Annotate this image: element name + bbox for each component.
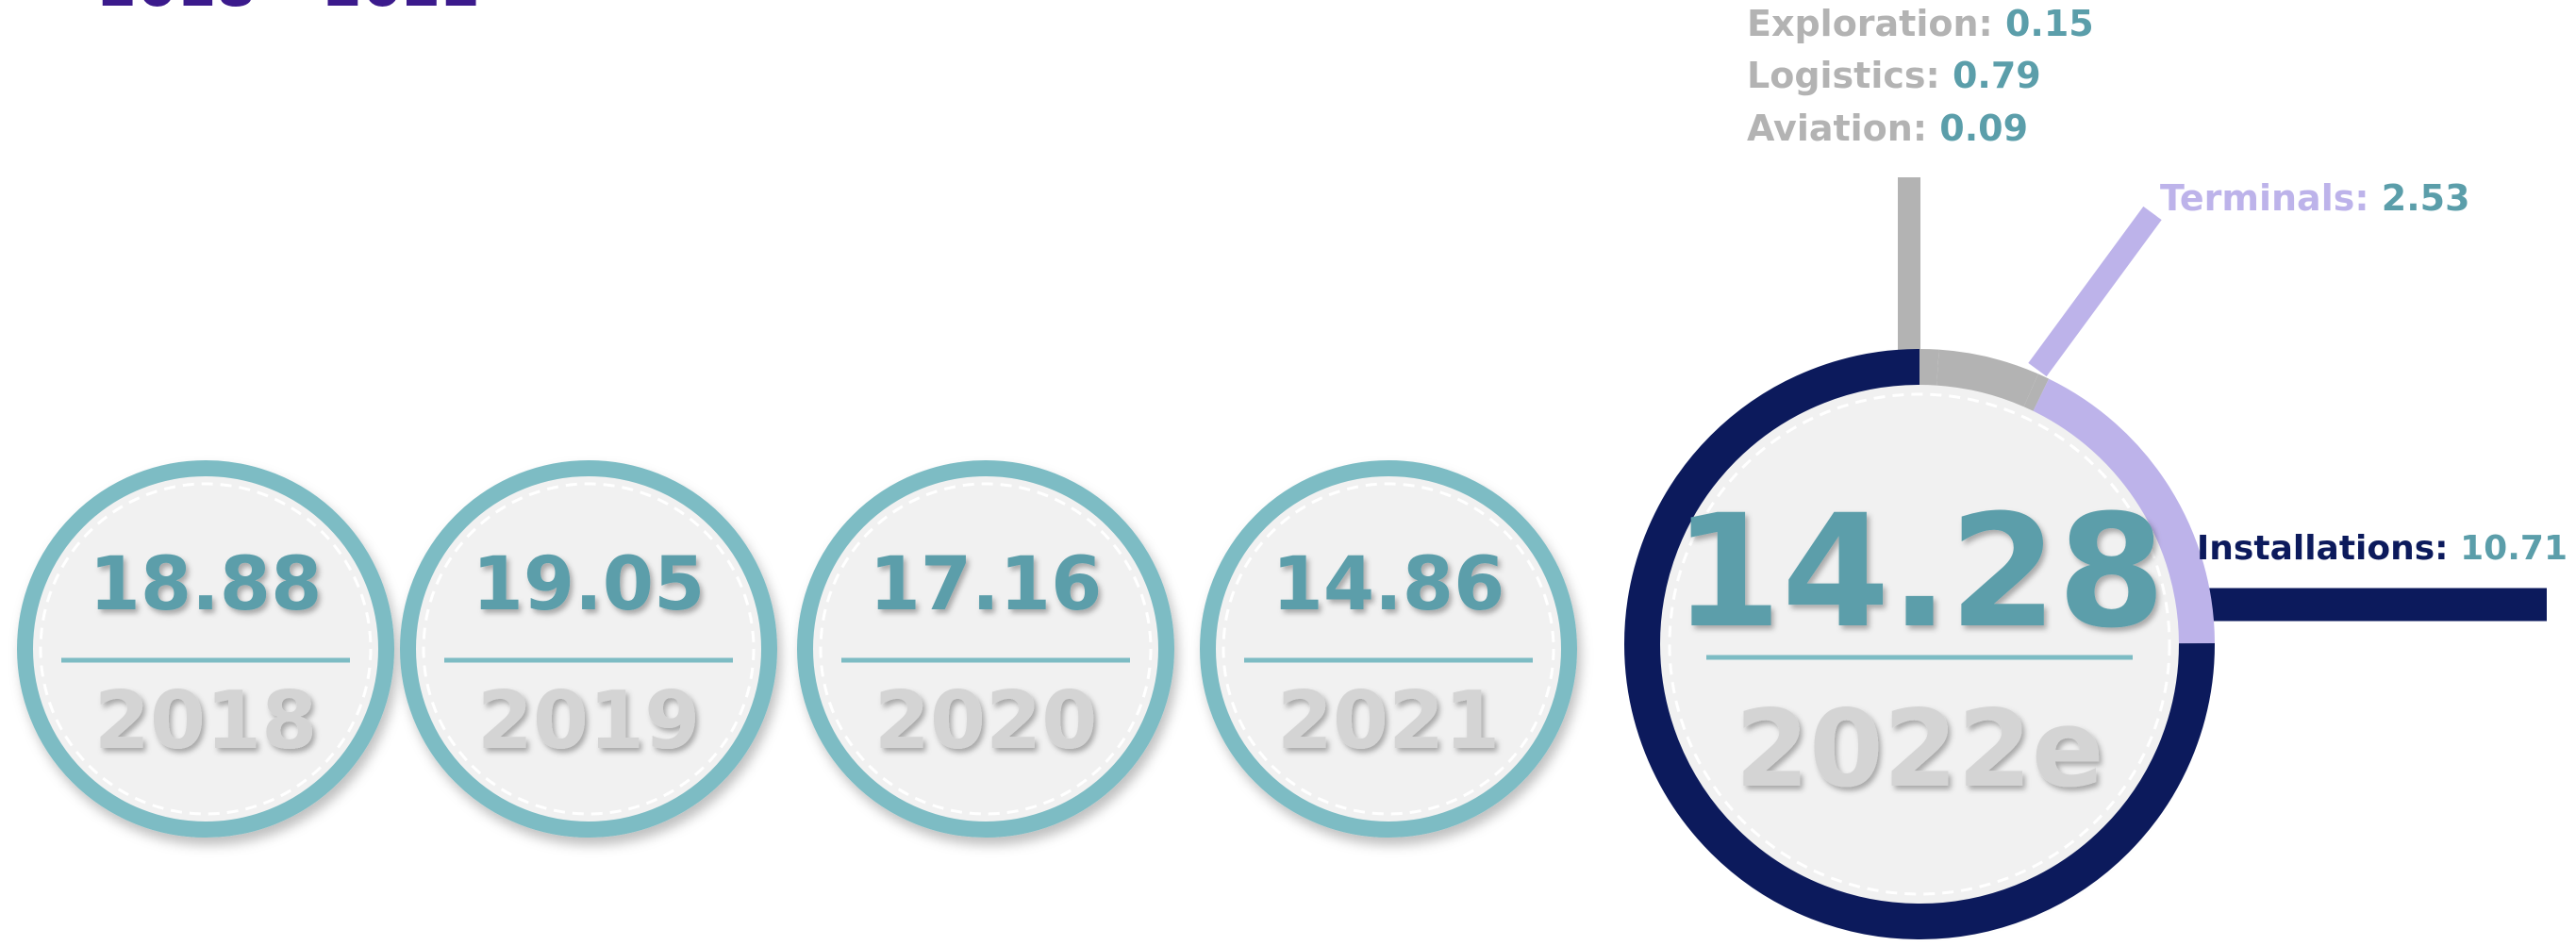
breakdown-value: 2.53 <box>2382 177 2470 219</box>
year-circle: 18.88 2018 <box>17 460 394 838</box>
breakdown-value: 0.79 <box>1953 55 2041 96</box>
dashed-ring <box>39 482 373 816</box>
dashed-ring <box>1222 482 1555 816</box>
ring-segment <box>2033 378 2215 644</box>
leader-line <box>2028 206 2162 377</box>
ring-segment <box>1919 349 1939 386</box>
year-value: 17.16 <box>870 542 1103 627</box>
breakdown-label: Exploration: 0.15 <box>1747 3 2094 44</box>
circle-face <box>17 460 394 838</box>
year-label: 2021 <box>1277 674 1501 768</box>
year-circle: 19.05 2019 <box>400 460 777 838</box>
year-circle: 14.28 2022e <box>1624 349 2216 939</box>
year-label: 2018 <box>94 674 318 768</box>
dashed-ring <box>1668 392 2171 896</box>
ring-segment <box>1624 349 2216 939</box>
year-label: 2022e <box>1735 687 2103 811</box>
year-value: 14.86 <box>1272 542 1505 627</box>
ring-segment <box>1936 349 2038 407</box>
breakdown-label: Logistics: 0.79 <box>1747 55 2041 96</box>
year-label: 2020 <box>874 674 1098 768</box>
year-value: 19.05 <box>473 542 706 627</box>
circle-face <box>797 460 1174 838</box>
circle-face <box>1642 367 2197 921</box>
breakdown-label: Installations: 10.71 <box>2197 529 2568 568</box>
breakdown-value: 0.15 <box>2005 3 2094 44</box>
breakdown-name: Logistics: <box>1747 55 1940 96</box>
year-circle: 17.16 2020 <box>797 460 1174 838</box>
year-value: 18.88 <box>90 542 323 627</box>
breakdown-value: 0.09 <box>1939 108 2028 149</box>
breakdown-value: 10.71 <box>2460 529 2568 568</box>
breakdown-label: Terminals: 2.53 <box>2160 177 2470 219</box>
dashed-ring <box>819 482 1153 816</box>
year-label: 2019 <box>477 674 701 768</box>
ring-segment <box>2023 373 2050 411</box>
dashed-ring <box>422 482 756 816</box>
year-circle: 14.86 2021 <box>1200 460 1577 838</box>
circle-face <box>1200 460 1577 838</box>
year-value: 14.28 <box>1673 481 2166 662</box>
breakdown-name: Installations: <box>2197 529 2449 568</box>
breakdown-name: Terminals: <box>2160 177 2369 219</box>
subtitle: 2018 – 2022 <box>98 0 481 20</box>
breakdown-name: Exploration: <box>1747 3 1993 44</box>
breakdown-name: Aviation: <box>1747 108 1927 149</box>
breakdown-label: Aviation: 0.09 <box>1747 108 2028 149</box>
circle-face <box>400 460 777 838</box>
